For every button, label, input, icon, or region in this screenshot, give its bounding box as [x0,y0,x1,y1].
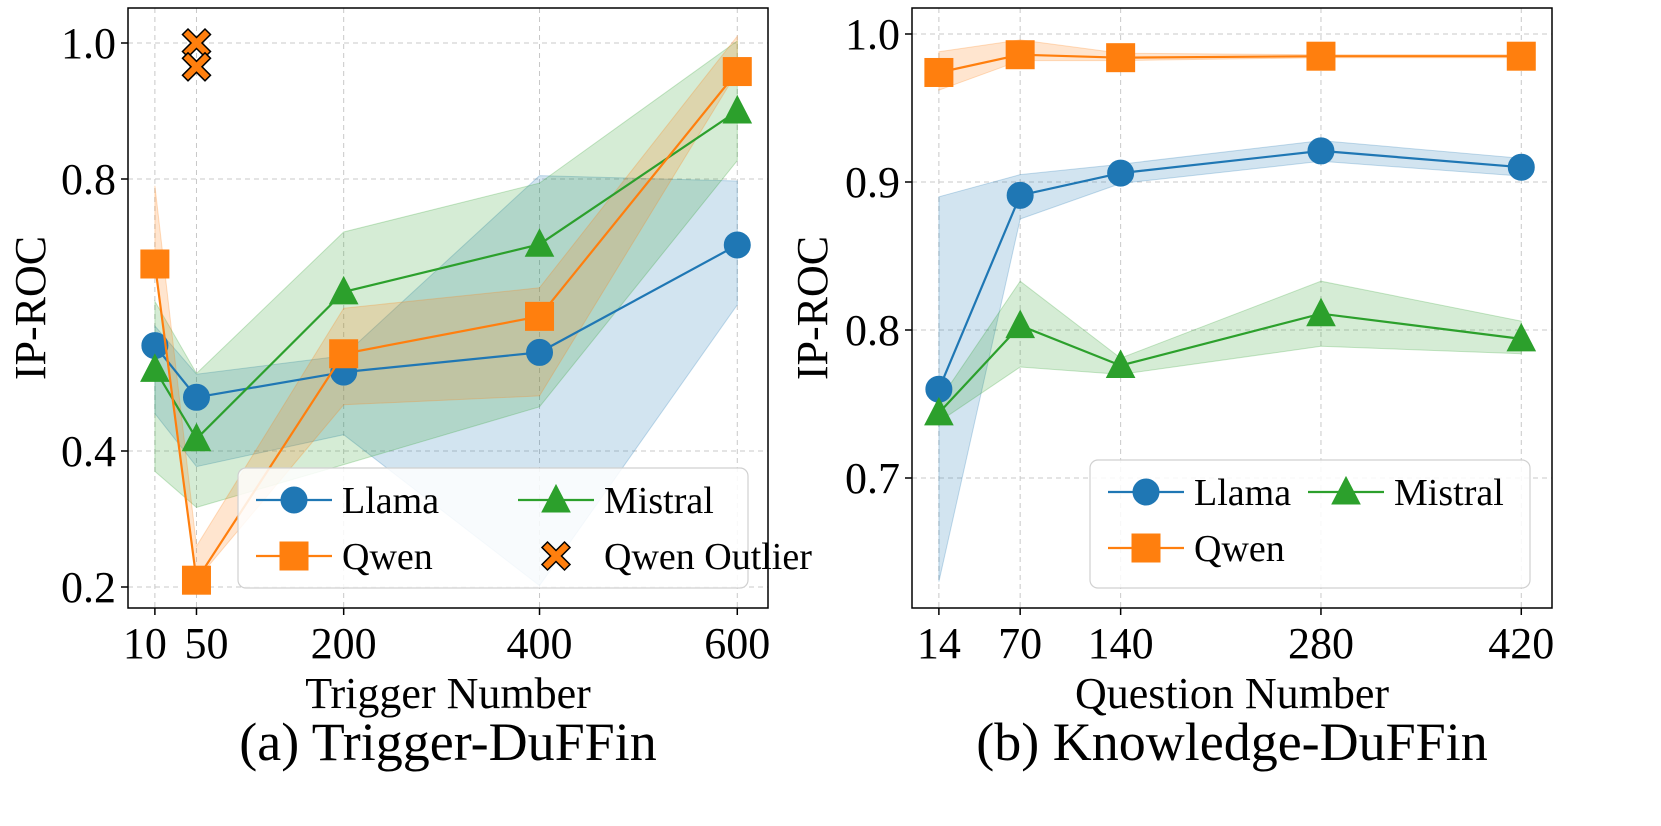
x-tick-label: 280 [1288,619,1354,668]
plot-frame [127,7,769,609]
x-tick-label: 200 [311,619,377,668]
point-qwen [181,565,211,595]
x-axis-label: Question Number [1075,669,1389,718]
legend-box [1089,459,1531,589]
legend-entry-llama: Llama [1108,472,1291,514]
legend-label: Qwen Outlier [604,536,812,578]
point-llama [723,231,751,259]
legend-marker [540,540,572,572]
point-mistral [328,275,359,305]
legend-label: Mistral [1394,472,1504,514]
legend: Llama Mistral Qwen Qwen Outlier [237,467,812,589]
point-llama [1507,153,1535,181]
x-tick-label: 10 [123,619,167,668]
panel-caption: (a) Trigger-DuFFin [239,712,656,772]
legend-marker [541,483,571,513]
legend: Llama Mistral Qwen [1089,459,1531,589]
legend-entry-qwen-outlier: Qwen Outlier [540,536,812,578]
legend-box [237,467,749,589]
point-mistral [524,228,555,257]
x-tick-label: 50 [184,619,228,668]
legend-label: Llama [1194,472,1291,514]
point-qwen [722,57,752,87]
x-tick-label: 400 [507,619,573,668]
legend-entry-qwen: Qwen [1108,528,1285,570]
point-qwen [140,249,170,279]
legend-entry-qwen: Qwen [256,536,433,578]
chart-panel-b: 14 70 140 280 420 0.7 0.8 0.9 1.0 Question Number… [788,7,1554,772]
outlier-points [181,27,212,82]
point-qwen [525,301,555,331]
point-llama [1307,137,1335,165]
y-tick-label: 1.0 [845,10,900,59]
band-mistral [154,40,738,508]
y-tick-label: 1.0 [61,19,116,68]
legend-entry-mistral: Mistral [518,480,714,522]
point-qwen [329,339,359,369]
y-tick-label: 0.9 [845,158,900,207]
x-tick-label: 14 [917,619,961,668]
y-tick-label: 0.8 [61,155,116,204]
x-tick-label: 140 [1088,619,1154,668]
point-mistral [722,94,753,124]
band-mistral [938,280,1522,423]
legend-label: Qwen [1194,528,1285,570]
legend-label: Llama [342,480,439,522]
point-llama [1006,181,1034,209]
point-mistral [1506,322,1537,352]
outlier-point [181,51,212,82]
markers-mistral [924,297,1537,426]
point-qwen [1106,43,1136,73]
point-llama [1107,159,1135,187]
legend-marker [1131,533,1161,563]
y-axis-label: IP-ROC [788,236,837,380]
point-qwen [924,57,954,87]
plot-frame [911,7,1553,609]
x-tick-label: 600 [704,619,770,668]
y-tick-label: 0.4 [61,427,116,476]
legend-label: Mistral [604,480,714,522]
legend-marker [280,486,308,514]
legend-entry-mistral: Mistral [1308,472,1504,514]
point-qwen [1306,41,1336,71]
legend-marker [1132,478,1160,506]
x-tick-label: 420 [1488,619,1554,668]
point-qwen [1506,41,1536,71]
legend-marker [279,541,309,571]
panel-caption: (b) Knowledge-DuFFin [976,712,1487,772]
legend-label: Qwen [342,536,433,578]
point-mistral [1306,297,1336,327]
point-llama [526,338,554,366]
y-tick-label: 0.8 [845,306,900,355]
markers-mistral [140,94,753,452]
legend-entry-llama: Llama [256,480,439,522]
markers-llama [925,137,1535,403]
markers-qwen [140,57,752,595]
x-axis-label: Trigger Number [305,669,591,718]
point-mistral [181,422,212,452]
outlier-point [181,27,212,59]
point-llama [182,383,210,411]
y-tick-label: 0.2 [61,563,116,612]
x-tick-label: 70 [998,619,1042,668]
point-qwen [1005,40,1035,70]
markers-qwen [924,40,1536,87]
point-mistral [140,353,170,382]
legend-marker [1331,475,1361,505]
chart-panel-a: 10 50 200 400 600 0.2 0.4 0.8 1.0 Trigger Number I… [6,7,812,772]
point-mistral [1105,349,1136,378]
point-mistral [1005,309,1036,339]
y-axis-label: IP-ROC [6,236,55,380]
y-tick-label: 0.7 [845,454,900,503]
point-mistral [924,396,954,426]
